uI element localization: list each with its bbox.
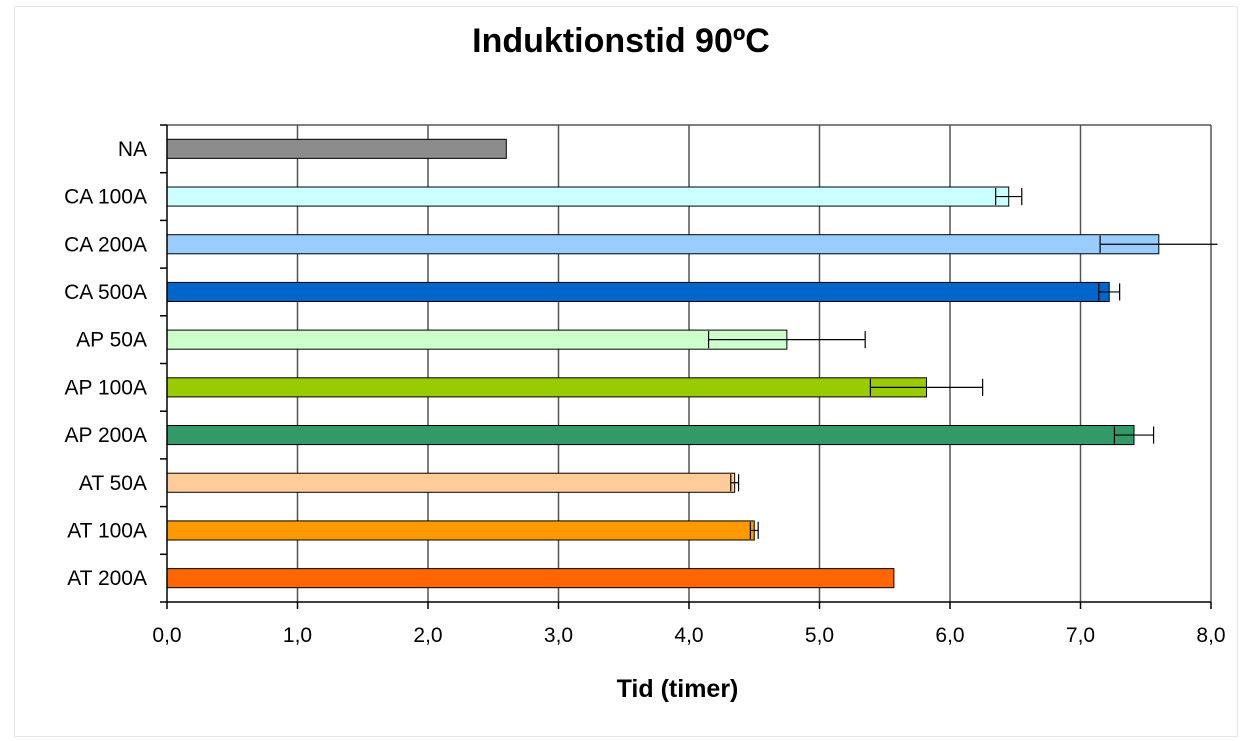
x-tick-label: 5,0 bbox=[805, 624, 834, 647]
bar bbox=[166, 281, 1110, 302]
x-tick-label: 2,0 bbox=[413, 624, 442, 647]
error-bars bbox=[707, 187, 1218, 540]
x-tick-label: 3,0 bbox=[544, 624, 573, 647]
category-label: AT 200A bbox=[67, 567, 147, 590]
category-label: NA bbox=[118, 138, 147, 161]
chart-frame bbox=[14, 6, 1238, 737]
tick-labels: 0,0 1,0 2,0 3,0 4,0 5,0 6,0 7,0 8,0 NA CA 100A CA 2… bbox=[64, 138, 1226, 647]
bar bbox=[166, 520, 755, 541]
x-tick-label: 4,0 bbox=[674, 624, 703, 647]
category-label: AP 200A bbox=[64, 424, 147, 447]
bar bbox=[166, 568, 895, 589]
x-tick-label: 8,0 bbox=[1196, 624, 1225, 647]
x-tick-label: 1,0 bbox=[283, 624, 312, 647]
category-label: AP 100A bbox=[64, 376, 147, 399]
x-tick-label: 6,0 bbox=[935, 624, 964, 647]
bar bbox=[166, 234, 1160, 255]
bars bbox=[166, 138, 1160, 589]
category-label: AT 100A bbox=[67, 519, 147, 542]
x-tick-label: 0,0 bbox=[152, 624, 181, 647]
bar bbox=[166, 472, 736, 493]
x-tick-label: 7,0 bbox=[1066, 624, 1095, 647]
bar bbox=[166, 329, 788, 350]
bar bbox=[166, 425, 1135, 446]
axes bbox=[160, 124, 1212, 609]
category-label: AP 50A bbox=[76, 329, 147, 352]
bar bbox=[166, 186, 1010, 207]
category-label: AT 50A bbox=[79, 472, 147, 495]
category-label: CA 200A bbox=[64, 233, 147, 256]
category-label: CA 500A bbox=[64, 281, 147, 304]
x-axis-title: Tid (timer) bbox=[616, 675, 739, 703]
chart-title: Induktionstid 90ºC bbox=[472, 22, 770, 60]
category-label: CA 100A bbox=[64, 186, 147, 209]
bar bbox=[166, 377, 928, 398]
bar bbox=[166, 138, 507, 159]
